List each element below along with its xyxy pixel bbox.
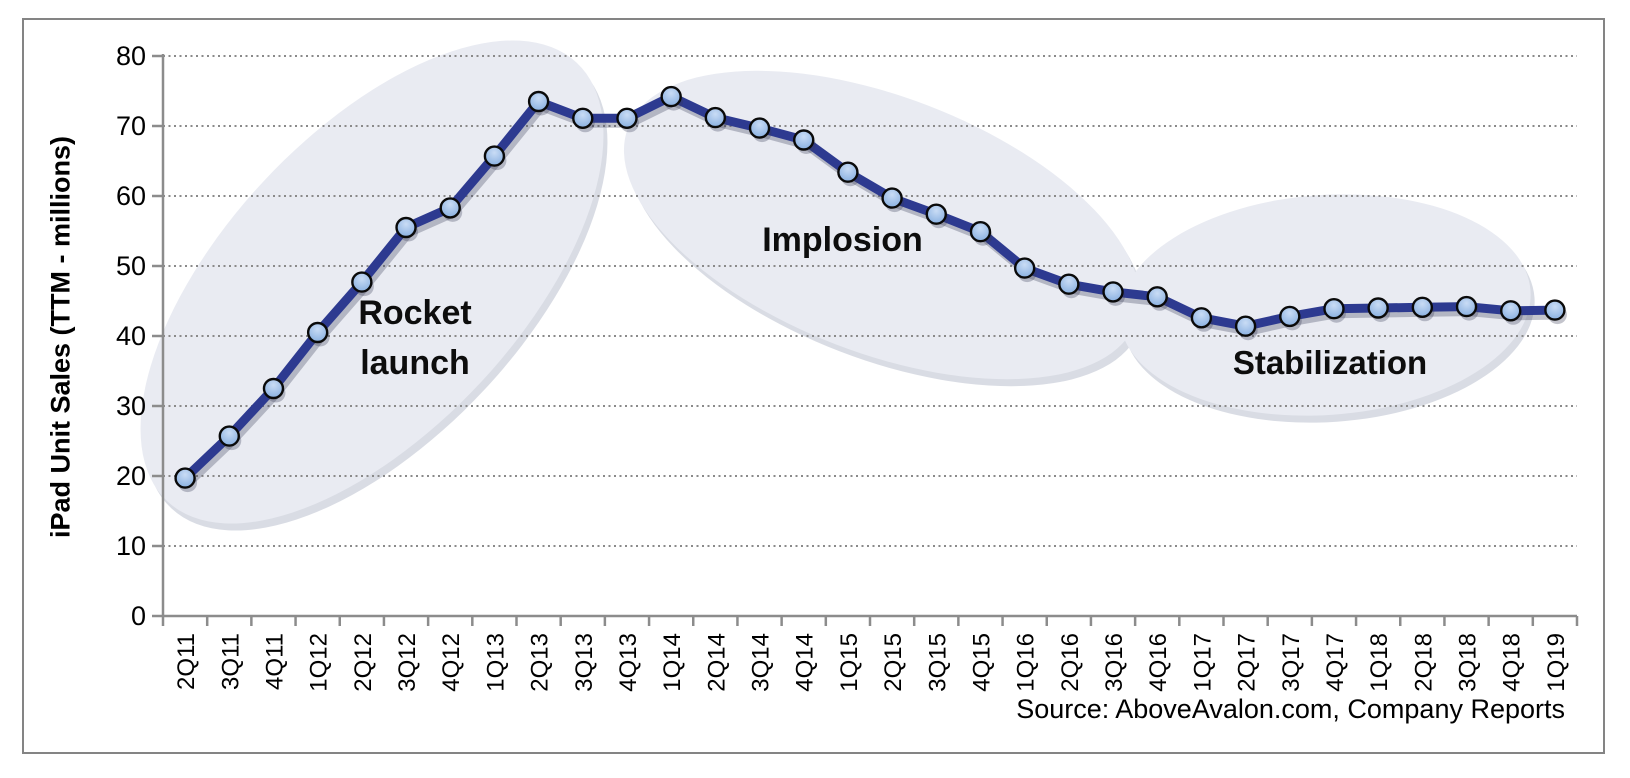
y-tick-label: 80	[116, 41, 146, 71]
x-category-label: 4Q12	[438, 633, 465, 692]
data-point-marker	[881, 187, 903, 209]
x-category-label: 3Q12	[394, 633, 421, 692]
y-tick-label: 0	[131, 601, 146, 631]
x-category-label: 1Q14	[659, 633, 686, 692]
x-category-label: 2Q15	[880, 633, 907, 692]
data-point-marker	[660, 85, 682, 108]
x-category-label: 2Q12	[350, 633, 377, 692]
y-tick-label: 70	[116, 111, 146, 141]
data-point-marker	[1323, 298, 1345, 320]
data-point-marker	[1190, 307, 1213, 329]
data-point-marker	[527, 90, 550, 113]
data-point-marker	[1455, 295, 1478, 318]
source-note: Source: AboveAvalon.com, Company Reports	[1016, 694, 1565, 724]
data-point-marker	[1544, 299, 1566, 321]
data-point-marker	[218, 425, 240, 447]
data-point-marker	[439, 197, 461, 219]
y-tick-label: 30	[116, 391, 146, 421]
data-point-marker	[1102, 281, 1124, 303]
data-point-marker	[395, 216, 417, 239]
x-category-label: 1Q15	[836, 633, 863, 692]
x-category-label: 4Q11	[261, 633, 288, 690]
x-category-label: 3Q11	[217, 633, 244, 690]
x-category-label: 3Q14	[748, 633, 775, 692]
x-category-label: 2Q16	[1057, 633, 1084, 692]
x-category-label: 4Q13	[615, 633, 642, 692]
x-category-label: 4Q17	[1322, 633, 1349, 692]
x-category-label: 1Q19	[1543, 633, 1570, 692]
x-category-label: 2Q18	[1410, 633, 1437, 692]
x-category-label: 1Q16	[1013, 633, 1040, 692]
data-point-marker	[262, 377, 285, 400]
x-category-label: 2Q14	[703, 633, 730, 692]
data-point-marker	[1500, 300, 1522, 322]
data-point-marker	[306, 321, 329, 344]
data-point-marker	[1279, 305, 1301, 328]
x-category-label: 2Q11	[173, 633, 200, 690]
data-point-marker	[174, 467, 196, 489]
annotation-rocket-launch-label: Rocket launch	[358, 294, 472, 382]
data-point-marker	[748, 117, 771, 139]
data-point-marker	[925, 203, 947, 225]
data-point-marker	[616, 107, 638, 130]
y-axis-title: iPad Unit Sales (TTM - millions)	[45, 135, 76, 539]
x-category-label: 3Q16	[1101, 633, 1128, 692]
data-point-marker	[837, 161, 859, 183]
data-point-marker	[969, 220, 992, 243]
data-point-marker	[351, 271, 373, 293]
x-category-label: 2Q17	[1234, 633, 1261, 692]
annotation-stabilization-label: Stabilization	[1232, 344, 1428, 381]
x-category-label: 1Q12	[306, 633, 333, 692]
data-point-marker	[1234, 315, 1257, 337]
x-category-label: 3Q18	[1455, 633, 1482, 692]
annotation-implosion-label: Implosion	[762, 221, 923, 259]
data-point-marker	[1013, 257, 1036, 279]
x-category-label: 4Q15	[968, 633, 995, 692]
x-category-label: 1Q13	[482, 633, 509, 692]
data-point-marker	[1146, 286, 1168, 308]
x-category-label: 3Q17	[1278, 633, 1305, 692]
x-category-label: 1Q18	[1366, 633, 1393, 692]
y-tick-label: 60	[116, 181, 146, 211]
data-point-marker	[483, 145, 506, 167]
data-point-marker	[1367, 297, 1389, 319]
y-tick-label: 40	[116, 321, 146, 351]
x-category-label: 4Q16	[1145, 633, 1172, 692]
data-point-marker	[704, 106, 727, 129]
y-tick-label: 50	[116, 251, 146, 281]
data-point-marker	[1058, 273, 1080, 295]
y-tick-label: 10	[116, 531, 146, 561]
phase-ellipse-implosion	[623, 70, 1141, 380]
x-category-label: 1Q17	[1189, 633, 1216, 692]
x-category-label: 3Q15	[924, 633, 951, 692]
x-category-label: 3Q13	[571, 633, 598, 692]
data-point-marker	[572, 107, 594, 130]
data-point-marker	[793, 129, 815, 151]
y-tick-label: 20	[116, 461, 146, 491]
x-category-label: 2Q13	[527, 633, 554, 692]
x-category-label: 4Q18	[1499, 633, 1526, 692]
x-category-label: 4Q14	[792, 633, 819, 692]
data-point-marker	[1411, 296, 1434, 318]
